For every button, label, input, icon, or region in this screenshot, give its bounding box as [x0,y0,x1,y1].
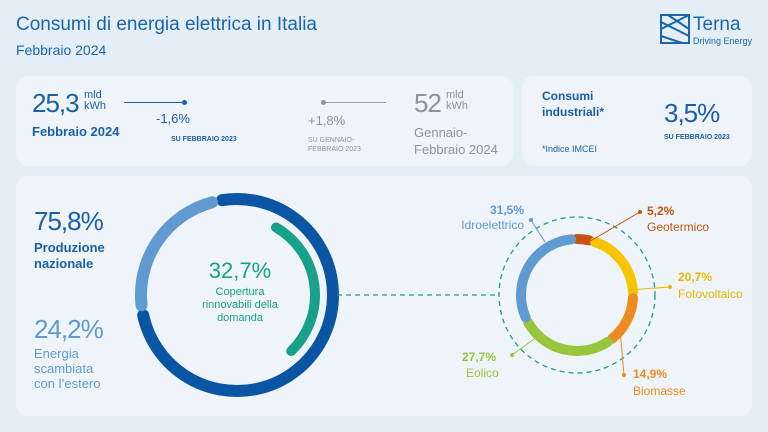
arrow-line [124,102,184,103]
leader-dot [510,353,514,357]
geo-value: 5,2% [647,204,675,218]
industrial-label: Consumi industriali* [542,88,604,120]
logo-text: Terna [693,14,741,35]
eolico-label: Eolico [466,366,499,380]
renewables-label: Copertura rinnovabili della domanda [180,286,300,325]
ytd-unit: mld kWh [446,90,468,112]
segment-eolico [523,317,613,356]
month-label: Febbraio 2024 [32,124,120,139]
consumption-card: 25,3 mld kWh Febbraio 2024 -1,6% SU FEBBR… [16,76,513,166]
ytd-ref-2: FEBBRAIO 2023 [308,146,361,153]
ytd-change-ref: SU GENNAIO- FEBBRAIO 2023 [308,136,361,154]
month-change-ref: SU FEBBRAIO 2023 [171,136,237,143]
label-line: nazionale [34,256,94,271]
page-title: Consumi di energia elettrica in Italia [16,14,317,35]
label-line: Copertura [215,286,265,298]
idro-value: 31,5% [489,203,524,217]
leader-dot [638,210,642,214]
unit-mld: mld [446,89,464,101]
industrial-label-2: industriali* [542,105,605,119]
unit-kwh: kWh [446,100,468,112]
logo-tagline: Driving Energy [693,36,753,46]
segment-biomasse [607,293,638,344]
industrial-card: Consumi industriali* *Indice IMCEI 3,5% S… [522,76,752,166]
renewables-arc [271,222,320,357]
ytd-change: +1,8% [308,113,346,128]
month-change: -1,6% [156,111,190,126]
bio-value: 14,9% [633,367,668,381]
geo-label: Geotermico [647,220,710,234]
donut-segment-produzione-nazionale [137,193,339,397]
terna-logo-icon [660,14,690,44]
foto-value: 20,7% [678,270,713,284]
industrial-value: 3,5% [664,98,720,128]
renewables-value: 32,7% [208,258,272,283]
ytd-label: Gennaio- Febbraio 2024 [414,124,498,158]
national-production-label: Produzione nazionale [34,240,105,272]
leader-dot [529,218,533,222]
industrial-change-ref: SU FEBBRAIO 2023 [664,134,730,141]
label-line: con l’estero [34,376,101,391]
ytd-label-1: Gennaio- [414,125,468,140]
unit-kwh: kWh [84,100,106,112]
import-label: Energia scambiata con l’estero [34,346,100,391]
arrow-dot-ytd [321,100,326,105]
arrow-dot [182,100,187,105]
month-value: 25,3 [32,88,80,118]
import-value: 24,2% [34,314,104,344]
idro-label: Idroelettrico [461,218,524,232]
ytd-value: 52 [414,88,442,118]
segment-geotermico [572,234,595,246]
segment-idroelettrico [516,234,577,323]
terna-logo: Terna Driving Energy [660,14,752,46]
leader-dot [668,285,672,289]
leader-dot [622,373,626,377]
leader-line-eolico [511,336,538,356]
segment-fotovoltaico [589,236,638,298]
unit-mld: mld [84,89,102,101]
renewables-dashed-ring [498,216,656,374]
eolico-value: 27,7% [462,350,497,364]
label-line: Produzione [34,240,105,255]
industrial-label-1: Consumi [542,89,594,103]
label-line: rinnovabili della [202,299,278,311]
leader-line-fotovoltaico [628,286,671,291]
ytd-ref-1: SU GENNAIO- [308,137,355,144]
page-subtitle: Febbraio 2024 [16,42,107,58]
leader-line-geotermico [586,211,641,244]
donut-segment-energia-scambiata-con-l-estero [135,196,219,312]
foto-label: Fotovoltaico [678,287,743,301]
label-line: scambiata [34,361,94,376]
month-unit: mld kWh [84,90,106,112]
arrow-line-ytd [324,102,386,103]
label-line: Energia [34,346,79,361]
national-production-value: 75,8% [34,206,104,236]
leader-line-idroelettrico [530,219,546,243]
label-line: domanda [217,312,263,324]
renewables-coverage: 32,7% Copertura rinnovabili della domanda [180,258,300,325]
bio-label: Biomasse [633,384,686,398]
industrial-footnote: *Indice IMCEI [542,144,598,154]
ytd-label-2: Febbraio 2024 [414,142,498,157]
leader-line-biomasse [619,329,625,376]
